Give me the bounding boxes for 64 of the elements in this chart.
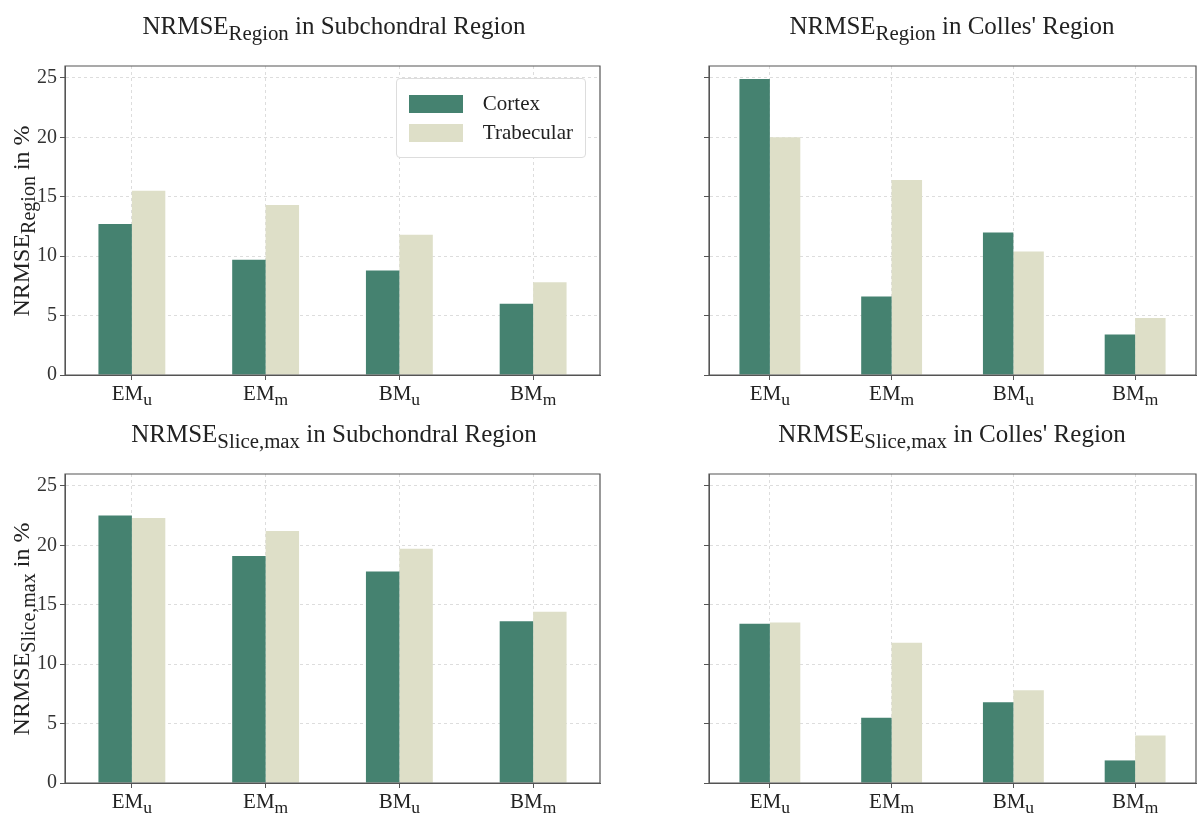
x-tick-label: EM$_{u}$	[111, 789, 152, 819]
x-tick-label: BM$_{u}$	[992, 381, 1035, 411]
bar	[399, 234, 433, 375]
y-tick-label: 0	[47, 770, 57, 793]
chart-title: NRMSE$_{Slice,max}$ in Colles' Region	[777, 420, 1127, 454]
y-tick-label: 20	[37, 532, 57, 555]
bar	[769, 137, 801, 375]
bar	[1013, 251, 1044, 375]
x-tick-label: BM$_{m}$	[1111, 381, 1159, 411]
legend-label: Cortex	[482, 91, 540, 116]
x-tick-label: BM$_{m}$	[509, 789, 557, 819]
chart-title: NRMSE$_{Slice,max}$ in Subchondral Region	[130, 420, 538, 454]
y-tick-label: 20	[37, 124, 57, 147]
y-tick-label: 10	[37, 651, 57, 674]
bar	[265, 531, 300, 783]
y-tick-label: 25	[37, 65, 57, 88]
bar	[861, 717, 892, 783]
bar	[891, 180, 923, 375]
bar	[499, 303, 534, 375]
bar	[861, 296, 892, 375]
chart-title: NRMSE$_{Region}$ in Subchondral Region	[141, 12, 527, 46]
x-tick-label: EM$_{u}$	[111, 381, 152, 411]
bar	[891, 642, 923, 783]
bar	[739, 79, 770, 375]
bar	[1135, 317, 1166, 375]
bar	[982, 232, 1014, 375]
x-tick-label: EM$_{m}$	[869, 789, 915, 819]
bar	[533, 282, 567, 375]
legend-label: Trabecular	[482, 120, 573, 145]
bar	[739, 623, 770, 783]
y-tick-label: 25	[37, 473, 57, 496]
bar	[98, 224, 132, 375]
x-tick-label: EM$_{m}$	[869, 381, 915, 411]
bar	[232, 556, 266, 783]
bar	[365, 571, 400, 783]
x-tick-label: EM$_{m}$	[243, 381, 289, 411]
bar	[1013, 690, 1044, 783]
bar	[131, 517, 166, 783]
bar	[1104, 334, 1136, 375]
bar	[98, 515, 132, 783]
y-tick-label: 5	[47, 302, 57, 325]
bar	[982, 702, 1014, 783]
x-tick-label: BM$_{m}$	[509, 381, 557, 411]
chart-title: NRMSE$_{Region}$ in Colles' Region	[788, 12, 1116, 46]
bar	[232, 259, 266, 375]
x-tick-label: BM$_{m}$	[1111, 789, 1159, 819]
y-tick-label: 10	[37, 243, 57, 266]
x-tick-label: BM$_{u}$	[992, 789, 1035, 819]
bar	[1104, 760, 1136, 783]
y-tick-label: 0	[47, 362, 57, 385]
x-tick-label: EM$_{m}$	[243, 789, 289, 819]
x-tick-label: BM$_{u}$	[378, 381, 421, 411]
bar	[1135, 735, 1166, 783]
x-tick-label: EM$_{u}$	[749, 789, 790, 819]
bar	[399, 548, 433, 783]
y-tick-label: 5	[47, 710, 57, 733]
x-tick-label: EM$_{u}$	[749, 381, 790, 411]
bar	[499, 621, 534, 783]
x-tick-label: BM$_{u}$	[378, 789, 421, 819]
bar	[265, 205, 300, 375]
bar	[769, 622, 801, 783]
bar	[131, 190, 166, 375]
bar	[365, 270, 400, 375]
bar	[533, 611, 567, 783]
